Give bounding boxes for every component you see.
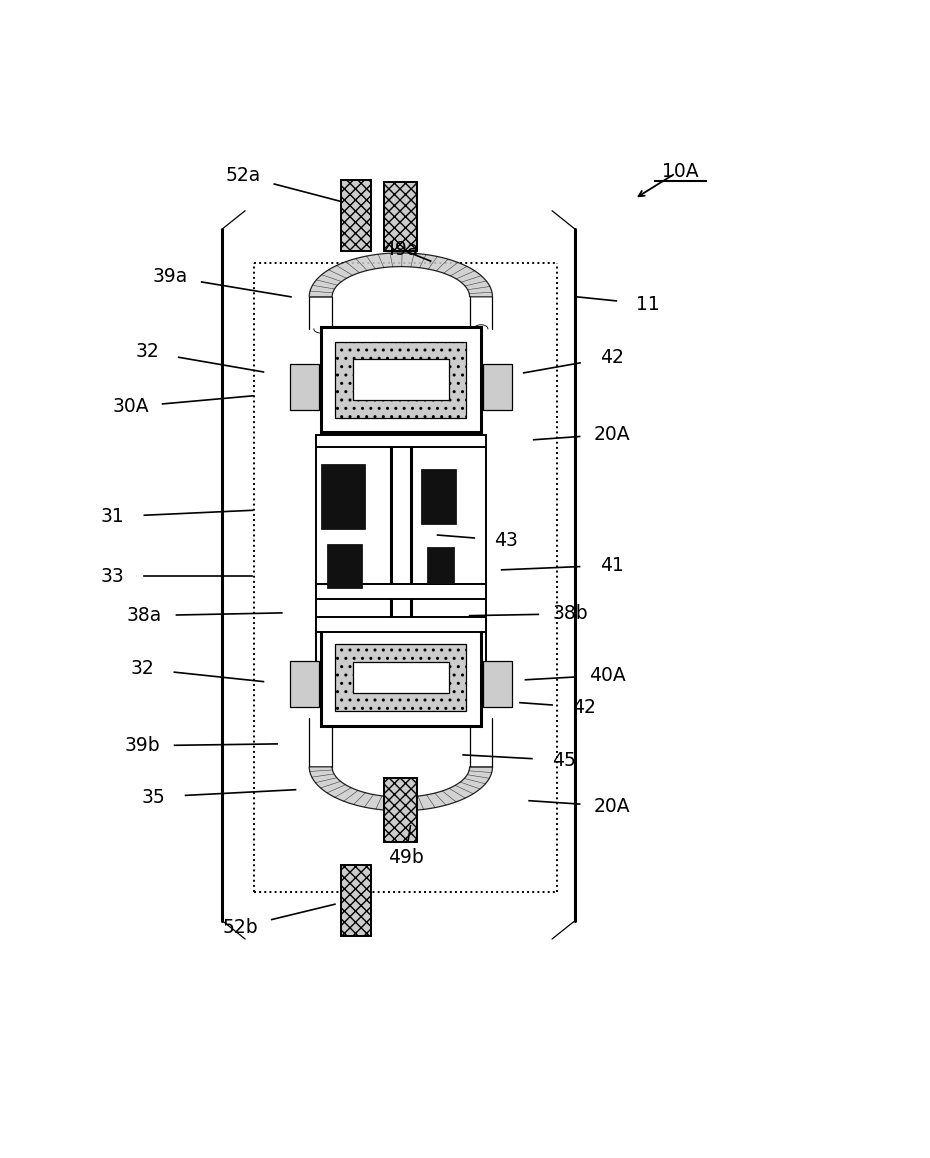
Text: 20A: 20A — [593, 425, 630, 444]
Bar — [353, 661, 449, 694]
Text: 43: 43 — [494, 532, 518, 550]
Text: 49a: 49a — [383, 240, 418, 258]
Bar — [336, 342, 466, 418]
Text: 42: 42 — [600, 347, 623, 367]
Text: 38b: 38b — [552, 604, 588, 623]
Bar — [321, 464, 365, 528]
Bar — [321, 327, 481, 432]
Bar — [384, 182, 418, 251]
Bar — [483, 364, 512, 410]
Bar — [483, 661, 512, 708]
Text: 49b: 49b — [388, 848, 423, 867]
Text: 52a: 52a — [226, 167, 261, 185]
Text: 11: 11 — [636, 294, 660, 314]
Bar — [336, 644, 466, 711]
Text: 32: 32 — [135, 343, 159, 361]
Text: 39b: 39b — [125, 736, 160, 755]
Text: 45: 45 — [552, 750, 576, 770]
Bar — [289, 661, 319, 708]
Bar — [421, 469, 456, 525]
Text: 40A: 40A — [589, 666, 625, 684]
Text: 38a: 38a — [126, 606, 162, 625]
Text: 39a: 39a — [153, 267, 188, 286]
Bar — [289, 364, 319, 410]
Text: 30A: 30A — [113, 397, 149, 416]
Bar — [341, 179, 371, 251]
Text: 42: 42 — [572, 698, 596, 717]
PathPatch shape — [310, 767, 493, 811]
Text: 20A: 20A — [593, 797, 630, 815]
Text: 31: 31 — [100, 507, 125, 526]
PathPatch shape — [310, 252, 493, 296]
Bar — [384, 778, 418, 842]
Bar — [391, 437, 411, 712]
Bar — [316, 446, 485, 684]
Text: 41: 41 — [600, 556, 623, 574]
Text: 35: 35 — [141, 787, 166, 806]
Bar — [327, 544, 362, 588]
Bar — [316, 585, 485, 599]
Text: 32: 32 — [130, 659, 154, 679]
Bar — [316, 617, 485, 632]
Bar — [341, 865, 371, 937]
Bar — [353, 359, 449, 401]
Bar — [427, 547, 454, 584]
Bar — [321, 630, 481, 726]
Bar — [316, 435, 485, 447]
Text: 10A: 10A — [662, 162, 698, 181]
Text: 33: 33 — [100, 566, 125, 586]
Text: 52b: 52b — [223, 917, 259, 937]
